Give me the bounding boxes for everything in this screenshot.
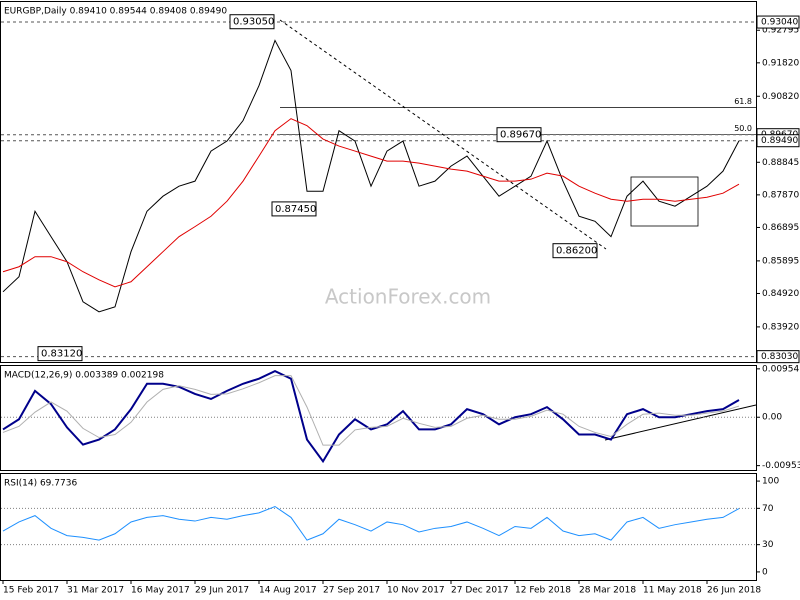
y-tick-label: 0.87870 [762, 190, 799, 200]
annotation-box [496, 127, 542, 143]
x-tick-label: 27 Dec 2017 [451, 586, 509, 596]
y-tick-label: -0.009538 [762, 461, 800, 471]
y-tick-label: 30 [762, 540, 774, 550]
fib-label: 61.8 [734, 97, 752, 106]
x-tick-label: 10 Nov 2017 [387, 586, 445, 596]
x-tick-label: 27 Sep 2017 [323, 586, 380, 596]
annotation: 0.89670 [500, 130, 541, 141]
y-tick-label: 0.85895 [762, 256, 799, 266]
x-tick-label: 26 Jun 2018 [707, 586, 761, 596]
y-tick-label: 0.84920 [762, 289, 799, 299]
annotation-box [229, 14, 275, 30]
y-tick-label: 100 [762, 477, 779, 487]
macd-trend-line [604, 404, 757, 441]
annotation-box [37, 346, 83, 362]
series-line [2, 375, 740, 446]
rsi-panel [0, 473, 757, 581]
y-tick-label: 0.90820 [762, 92, 799, 102]
price-label: 0.89490 [761, 136, 798, 146]
annotation-box [552, 243, 598, 259]
x-tick-label: 29 Jun 2017 [195, 586, 249, 596]
price-label-box [756, 134, 800, 148]
x-tick-label: 14 Aug 2017 [259, 586, 317, 596]
x-tick-label: 11 May 2018 [643, 586, 702, 596]
panel-title: MACD(12,26,9) 0.003389 0.002198 [4, 371, 164, 381]
series-line [2, 505, 740, 541]
price-label: 0.83030 [761, 352, 798, 362]
annotation-box [271, 201, 317, 217]
annotation: 0.83120 [41, 349, 82, 360]
series-line [2, 369, 740, 464]
panel-title: RSI(14) 69.7736 [4, 479, 77, 489]
x-tick-label: 28 Mar 2018 [579, 586, 636, 596]
x-tick-label: 16 May 2017 [131, 586, 190, 596]
series-line [2, 39, 740, 313]
y-tick-label: 0.88845 [762, 158, 799, 168]
series-line [2, 118, 740, 288]
x-tick-label: 12 Feb 2018 [515, 586, 571, 596]
y-tick-label: 70 [762, 504, 774, 514]
price-label: 0.93040 [761, 18, 798, 28]
price-label-box [756, 350, 800, 364]
y-tick-label: 0.92795 [762, 26, 799, 36]
panel-title: EURGBP,Daily 0.89410 0.89544 0.89408 0.8… [4, 7, 227, 17]
y-tick-label: 0.00954 [762, 364, 799, 374]
y-tick-label: 0.83920 [762, 322, 799, 332]
x-tick-label: 15 Feb 2017 [3, 586, 59, 596]
y-tick-label: 0 [762, 567, 768, 577]
watermark: ActionForex.com [325, 285, 491, 309]
annotation: 0.87450 [275, 204, 316, 215]
annotation: 0.86200 [556, 246, 597, 257]
x-tick-label: 31 Mar 2017 [67, 586, 124, 596]
price-label-box [756, 15, 800, 29]
macd-panel [0, 365, 757, 471]
channel [630, 176, 699, 227]
y-tick-label: 0.91820 [762, 58, 799, 68]
y-tick-label: 0.00 [762, 413, 782, 423]
fib-label: 50.0 [734, 124, 752, 133]
annotation: 0.93050 [233, 17, 274, 28]
y-tick-label: 0.86895 [762, 223, 799, 233]
price-panel [0, 1, 757, 363]
